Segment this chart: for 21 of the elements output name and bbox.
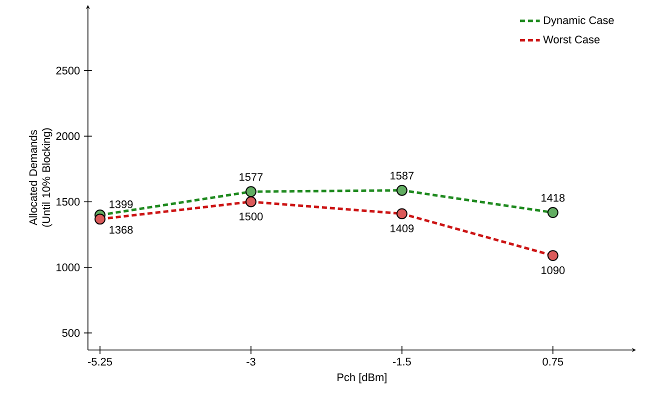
data-label: 1500 bbox=[240, 212, 263, 220]
y-tick-label: 1000 bbox=[56, 263, 80, 272]
data-label: 1090 bbox=[542, 266, 565, 274]
y-tick-label: 1500 bbox=[56, 198, 80, 206]
y-tick-label: 500 bbox=[62, 329, 80, 337]
x-tick-label: -5.25 bbox=[88, 358, 112, 366]
legend-label: Dynamic Case bbox=[544, 16, 614, 26]
x-tick-label: -1.5 bbox=[392, 358, 411, 366]
x-tick-label: -3 bbox=[246, 358, 256, 366]
data-label: 1409 bbox=[390, 224, 414, 232]
x-axis-title: Pch [dBm] bbox=[338, 373, 386, 384]
data-label: 1577 bbox=[240, 173, 263, 181]
y-tick-label: 2500 bbox=[56, 66, 80, 74]
y-tick-label: 2000 bbox=[56, 132, 80, 140]
legend-label: Worst Case bbox=[543, 36, 600, 44]
y-axis-title: Allocated Demands (Until 10% Blocking) bbox=[29, 128, 52, 227]
data-label: 1587 bbox=[390, 172, 414, 180]
data-label: 1368 bbox=[110, 226, 133, 234]
data-label: 1418 bbox=[542, 194, 565, 202]
x-tick-label: 0.75 bbox=[542, 358, 564, 366]
data-label: 1399 bbox=[110, 200, 133, 208]
